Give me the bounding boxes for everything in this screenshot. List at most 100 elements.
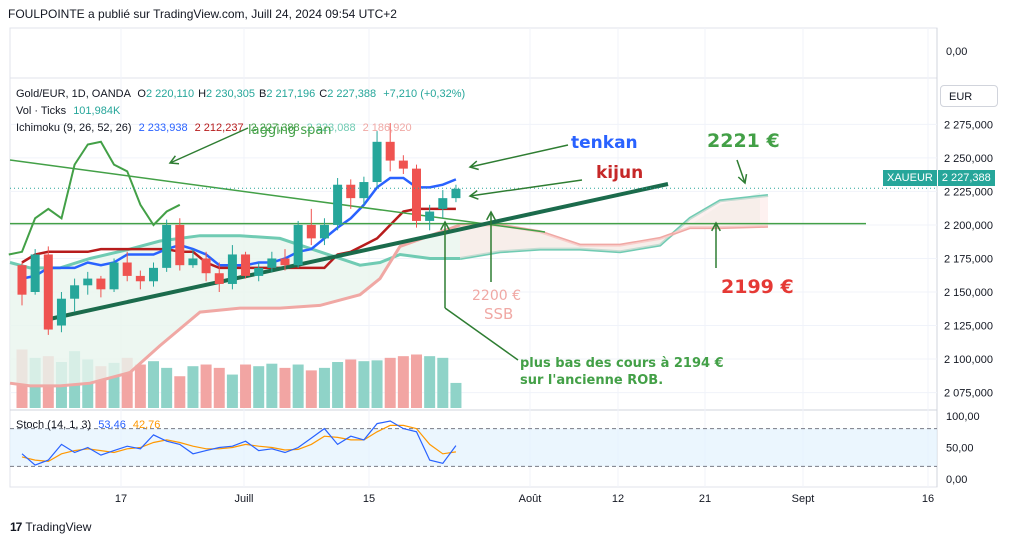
legend-ohlc-value: 2 217,196 bbox=[266, 88, 316, 100]
ichimoku-cloud bbox=[10, 192, 760, 386]
volume-bar bbox=[384, 357, 396, 408]
candle-body bbox=[359, 182, 369, 199]
volume-bar bbox=[95, 366, 107, 408]
annotation-ssb-label: SSB bbox=[484, 305, 514, 323]
stoch-d-line bbox=[21, 424, 456, 463]
candle-body bbox=[333, 184, 343, 225]
candle-body bbox=[122, 262, 132, 276]
time-axis-tick: 17 bbox=[115, 493, 127, 505]
arrow-kijun bbox=[469, 179, 583, 197]
tradingview-logo-icon: 17 bbox=[10, 520, 22, 534]
arrow-low-head bbox=[440, 220, 450, 231]
legend-ohlc: O2 220,110 H2 230,305 B2 217,196 C2 227,388 bbox=[133, 88, 376, 100]
time-axis-tick: 16 bbox=[922, 493, 934, 505]
arrow-tenkan bbox=[469, 144, 569, 168]
stoch-axis-tick: 50,00 bbox=[946, 443, 974, 455]
legend-volume-label: Vol · Ticks bbox=[16, 105, 67, 117]
ichimoku-span-b bbox=[9, 223, 461, 388]
ichimoku-cloud-future bbox=[460, 195, 768, 259]
volume-bar bbox=[240, 364, 252, 408]
price-axis-tick: 2 250,000 bbox=[944, 153, 993, 165]
candle-body bbox=[70, 285, 80, 299]
stoch-axis-tick: 100,00 bbox=[946, 411, 980, 423]
candle-body bbox=[254, 267, 264, 276]
volume-bar bbox=[213, 367, 225, 408]
volume-bar bbox=[397, 356, 409, 408]
stoch-d-value: 42,76 bbox=[132, 419, 161, 431]
volume-bar bbox=[108, 362, 120, 408]
volume-bar bbox=[450, 382, 462, 408]
candle-body bbox=[56, 298, 66, 326]
candle-body bbox=[201, 258, 211, 274]
volume-bar bbox=[332, 362, 344, 408]
candle-body bbox=[214, 273, 224, 284]
annotation-tenkan: tenkan bbox=[571, 133, 638, 153]
candle-body bbox=[109, 262, 119, 290]
candle-body bbox=[398, 160, 408, 169]
price-axis-tick: 2 075,000 bbox=[944, 388, 993, 400]
candle-body bbox=[280, 258, 290, 266]
footer-brand: TradingView bbox=[25, 520, 92, 534]
candle-body bbox=[17, 265, 27, 295]
time-axis-tick: Août bbox=[519, 493, 542, 505]
arrow-ssb-head bbox=[486, 210, 496, 221]
candle-body bbox=[43, 254, 53, 330]
arrow-lagging-span bbox=[169, 127, 249, 164]
volume-bar bbox=[279, 367, 291, 408]
annotation-price-2221: 2221 € bbox=[707, 130, 780, 152]
ichimoku-tenkan-line bbox=[21, 176, 457, 280]
volume-bar bbox=[226, 374, 238, 408]
candle-body bbox=[83, 278, 93, 286]
volume-bar bbox=[134, 364, 146, 408]
volume-bar bbox=[318, 367, 330, 408]
candle-body bbox=[135, 275, 145, 282]
arrow-lagging-span-head bbox=[168, 155, 180, 165]
candle-body bbox=[319, 224, 329, 239]
stoch-k-value: 53,46 bbox=[98, 419, 126, 431]
legend-ohlc-value: 2 220,110 bbox=[145, 88, 195, 100]
candle-body bbox=[188, 258, 198, 266]
ascending-trendline bbox=[44, 182, 669, 322]
volume-bar bbox=[266, 363, 278, 408]
legend-ichimoku-label: Ichimoku (9, 26, 52, 26) bbox=[16, 122, 132, 134]
legend-ichimoku-lagging: 2 227,388 bbox=[250, 122, 300, 134]
legend-ichimoku-tenkan: 2 233,938 bbox=[138, 122, 188, 134]
candle-body bbox=[162, 224, 172, 268]
time-axis-tick: Sept bbox=[792, 493, 815, 505]
time-axis-tick: 12 bbox=[612, 493, 624, 505]
arrow-low-connector bbox=[444, 307, 519, 361]
price-axis-tick: 2 200,000 bbox=[944, 220, 993, 232]
arrow-2221 bbox=[736, 159, 746, 184]
candle-body bbox=[293, 224, 303, 266]
price-badge-symbol: XAUEUR bbox=[883, 170, 937, 186]
price-axis-tick: 2 150,000 bbox=[944, 287, 993, 299]
volume-bar bbox=[424, 356, 436, 408]
chart-legend: Gold/EUR, 1D, OANDA O2 220,110 H2 230,305… bbox=[16, 86, 465, 137]
legend-symbol-row: Gold/EUR, 1D, OANDA O2 220,110 H2 230,305… bbox=[16, 86, 465, 103]
volume-bar bbox=[174, 376, 186, 408]
legend-ichimoku-kijun: 2 212,237 bbox=[194, 122, 244, 134]
time-axis-tick: 15 bbox=[363, 493, 375, 505]
volume-bar bbox=[345, 359, 357, 408]
legend-ohlc-key: C bbox=[319, 88, 328, 100]
time-axis-tick: 21 bbox=[699, 493, 711, 505]
candle-body bbox=[346, 184, 356, 199]
currency-button[interactable]: EUR bbox=[940, 85, 998, 107]
time-axis-tick: Juill bbox=[235, 493, 254, 505]
stoch-label: Stoch (14, 1, 3) bbox=[16, 419, 92, 431]
legend-ohlc-key: B bbox=[258, 88, 267, 100]
candle-body bbox=[149, 267, 158, 282]
candle-body bbox=[306, 224, 316, 239]
volume-bar bbox=[292, 364, 304, 408]
candle-body bbox=[227, 254, 237, 284]
candle-body bbox=[385, 141, 395, 161]
legend-ohlc-key: H bbox=[198, 88, 207, 100]
legend-ohlc-key: O bbox=[137, 88, 146, 100]
annotation-ssb-price: 2200 € bbox=[472, 288, 521, 304]
candle-body bbox=[267, 258, 277, 268]
price-axis-tick: 2 175,000 bbox=[944, 253, 993, 265]
legend-ohlc-value: 2 227,388 bbox=[327, 88, 377, 100]
candle-body bbox=[438, 198, 448, 209]
stoch-legend: Stoch (14, 1, 3) 53,46 42,76 bbox=[16, 419, 160, 431]
